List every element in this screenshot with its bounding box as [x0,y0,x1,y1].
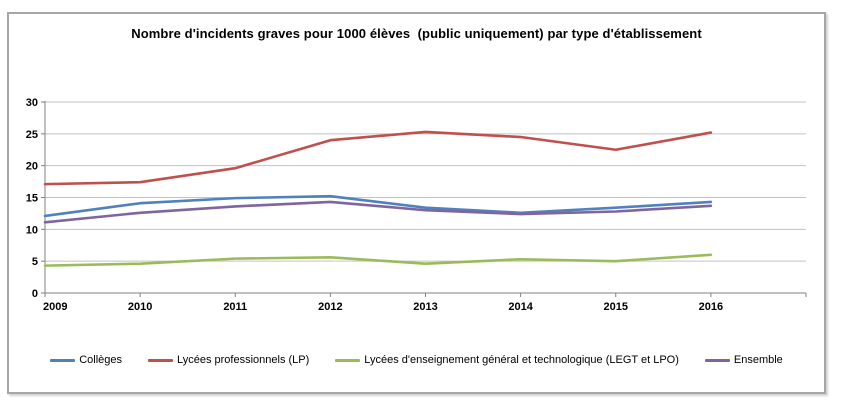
y-tick-label: 10 [26,224,38,236]
x-tick-label: 2014 [508,301,533,313]
legend-label: Lycées professionnels (LP) [177,354,310,366]
plot-area: 0 5 10 15 20 25 30 2009 2010 2011 2012 2013 2014 2015… [26,97,807,313]
legend-item: Collèges [50,354,122,366]
x-tick-label: 2009 [43,301,67,313]
series-line-2 [43,253,713,267]
y-tick-label: 30 [26,97,38,109]
series-line-0 [43,194,713,218]
y-tick-label: 20 [26,161,38,173]
legend-label: Lycées d'enseignement général et technol… [364,354,679,366]
y-tick-label: 15 [26,193,38,205]
legend-item: Lycées professionnels (LP) [148,354,309,366]
x-tick-label: 2012 [318,301,342,313]
legend-item: Ensemble [704,354,783,366]
x-tick-label: 2016 [699,301,723,313]
legend-label: Ensemble [733,354,783,366]
legend: Collèges Lycées professionnels (LP) Lycées… [9,354,824,366]
x-tick-label: 2010 [128,301,152,313]
x-tick-label: 2011 [223,301,247,313]
x-tick-label: 2013 [413,301,437,313]
y-tick-label: 5 [32,256,38,268]
series-line-1 [43,130,713,186]
series-line-3 [43,200,713,224]
y-tick-label: 25 [26,129,38,141]
chart-frame: Nombre d'incidents graves pour 1000 élèv… [7,12,826,394]
legend-line-swatch [335,358,361,362]
legend-label: Collèges [79,354,123,366]
legend-line-swatch [148,358,174,362]
legend-line-swatch [704,358,730,362]
chart-title: Nombre d'incidents graves pour 1000 élèv… [131,26,702,41]
y-tick-label: 0 [32,288,38,300]
legend-item: Lycées d'enseignement général et technol… [335,354,679,366]
x-tick-label: 2015 [604,301,628,313]
legend-line-swatch [50,358,76,362]
